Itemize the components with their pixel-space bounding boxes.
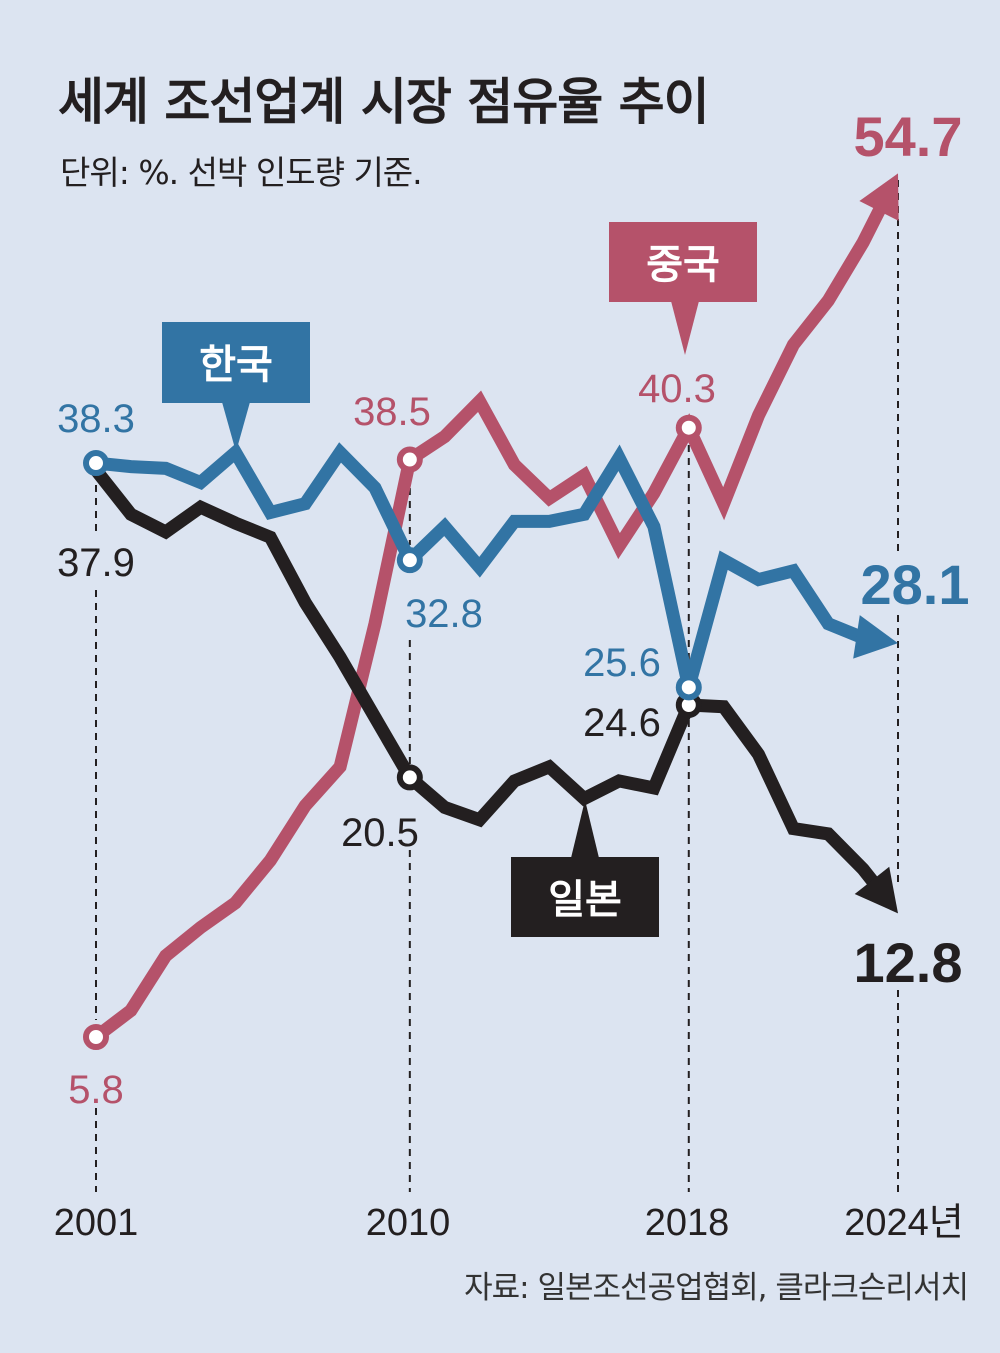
point-marker-japan-2010 — [396, 764, 423, 791]
series-line-china — [92, 197, 891, 1043]
point-marker-korea-2001 — [83, 450, 109, 477]
label-japan-2024: 12.8 — [854, 931, 963, 994]
label-china-2018: 40.3 — [638, 367, 716, 411]
chart-title: 세계 조선업계 시장 점유율 추이 — [58, 73, 710, 131]
label-china-2024: 54.7 — [854, 105, 963, 168]
point-marker-china-2010 — [396, 446, 423, 473]
x-tick-2001: 2001 — [54, 1202, 139, 1244]
legend-callout-japan: 일본 — [511, 800, 659, 937]
point-marker-korea-2010 — [396, 547, 423, 574]
label-japan-2001: 37.9 — [57, 541, 135, 585]
label-japan-2018: 24.6 — [583, 701, 661, 745]
legend-label-japan: 일본 — [548, 877, 622, 923]
label-korea-2010: 32.8 — [405, 592, 483, 636]
label-korea-2018: 25.6 — [583, 641, 661, 685]
arrowhead-china — [859, 173, 899, 221]
label-japan-2010: 20.5 — [341, 811, 419, 855]
arrowhead-korea — [853, 615, 898, 659]
legend-callout-china: 중국 — [609, 222, 757, 355]
label-korea-2024: 28.1 — [861, 553, 970, 616]
point-marker-korea-2018 — [675, 674, 702, 701]
source-note: 자료: 일본조선공업협회, 클라크슨리서치 — [464, 1270, 969, 1306]
legend-label-china: 중국 — [646, 242, 720, 288]
x-tick-2018: 2018 — [645, 1202, 730, 1244]
arrowhead-japan — [854, 866, 898, 914]
legend-label-korea: 한국 — [199, 342, 273, 388]
legend-callout-korea: 한국 — [162, 322, 310, 452]
series-line-korea — [95, 442, 870, 690]
x-tick-2010: 2010 — [366, 1202, 451, 1244]
series-line-japan — [90, 466, 885, 894]
label-china-2001: 5.8 — [68, 1068, 124, 1112]
label-china-2010: 38.5 — [353, 390, 431, 434]
chart-subtitle: 단위: %. 선박 인도량 기준. — [60, 153, 423, 192]
label-korea-2001: 38.3 — [57, 397, 135, 441]
point-marker-china-2018 — [675, 414, 702, 441]
x-tick-2024: 2024년 — [844, 1202, 964, 1244]
point-marker-china-2001 — [83, 1024, 109, 1050]
